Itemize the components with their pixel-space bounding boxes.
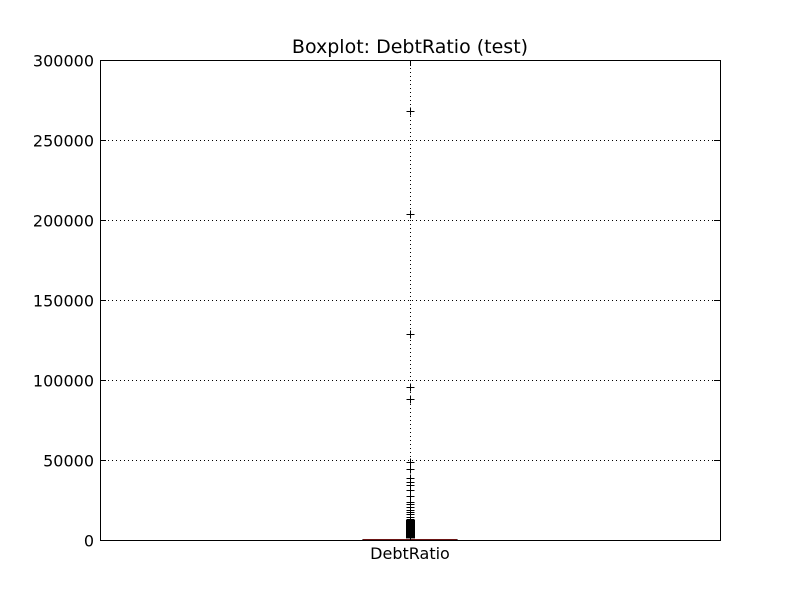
x-axis-ticks: DebtRatio <box>370 60 450 563</box>
outlier-point <box>406 465 415 474</box>
y-axis-ticks: 0 50000 100000 150000 200000 250000 300000 <box>33 52 720 551</box>
y-tick-label: 300000 <box>33 52 94 71</box>
y-tick-label: 150000 <box>33 292 94 311</box>
chart-title: Boxplot: DebtRatio (test) <box>292 36 528 58</box>
outlier-point <box>406 330 415 339</box>
y-tick-label: 200000 <box>33 212 94 231</box>
outlier-cluster <box>406 520 415 539</box>
outlier-layer <box>406 107 415 540</box>
y-tick-label: 50000 <box>43 452 94 471</box>
y-tick-label: 100000 <box>33 372 94 391</box>
outlier-point <box>406 395 415 404</box>
outlier-point <box>406 458 415 467</box>
outlier-point <box>406 210 415 219</box>
outlier-point <box>406 107 415 116</box>
y-tick-label: 0 <box>84 532 94 551</box>
outlier-point <box>406 383 415 392</box>
y-tick-label: 250000 <box>33 132 94 151</box>
x-tick-label: DebtRatio <box>370 544 450 563</box>
